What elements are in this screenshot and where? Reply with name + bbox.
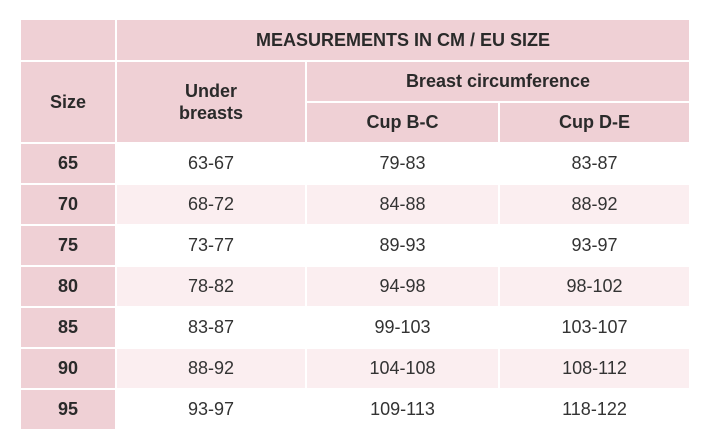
under-breasts-cell: 88-92: [117, 349, 305, 388]
table-row: 65 63-67 79-83 83-87: [21, 144, 689, 183]
cup-bc-cell: 99-103: [307, 308, 498, 347]
cup-de-cell: 103-107: [500, 308, 689, 347]
size-cell: 75: [21, 226, 115, 265]
cup-de-cell: 88-92: [500, 185, 689, 224]
breast-circumference-header: Breast circumference: [307, 62, 689, 101]
under-breasts-cell: 83-87: [117, 308, 305, 347]
cup-de-cell: 108-112: [500, 349, 689, 388]
corner-cell: [21, 20, 115, 60]
cup-bc-cell: 89-93: [307, 226, 498, 265]
cup-bc-cell: 104-108: [307, 349, 498, 388]
size-cell: 90: [21, 349, 115, 388]
cup-de-cell: 118-122: [500, 390, 689, 429]
cup-de-cell: 83-87: [500, 144, 689, 183]
size-chart: MEASUREMENTS IN CM / EU SIZE Size Under …: [19, 18, 691, 431]
under-breasts-cell: 93-97: [117, 390, 305, 429]
size-table: MEASUREMENTS IN CM / EU SIZE Size Under …: [19, 18, 691, 431]
cup-bc-cell: 109-113: [307, 390, 498, 429]
table-row: 80 78-82 94-98 98-102: [21, 267, 689, 306]
cup-bc-cell: 94-98: [307, 267, 498, 306]
size-cell: 95: [21, 390, 115, 429]
under-breasts-cell: 73-77: [117, 226, 305, 265]
under-breasts-column-header: Under breasts: [117, 62, 305, 142]
cup-de-cell: 93-97: [500, 226, 689, 265]
under-breasts-cell: 68-72: [117, 185, 305, 224]
table-row: 95 93-97 109-113 118-122: [21, 390, 689, 429]
under-breasts-label: Under breasts: [178, 81, 244, 123]
under-breasts-cell: 63-67: [117, 144, 305, 183]
cup-de-cell: 98-102: [500, 267, 689, 306]
table-row: 75 73-77 89-93 93-97: [21, 226, 689, 265]
cup-bc-cell: 79-83: [307, 144, 498, 183]
size-cell: 80: [21, 267, 115, 306]
under-breasts-cell: 78-82: [117, 267, 305, 306]
cup-de-column-header: Cup D-E: [500, 103, 689, 142]
cup-bc-cell: 84-88: [307, 185, 498, 224]
size-cell: 85: [21, 308, 115, 347]
table-row: 90 88-92 104-108 108-112: [21, 349, 689, 388]
table-row: 70 68-72 84-88 88-92: [21, 185, 689, 224]
size-cell: 65: [21, 144, 115, 183]
table-row: 85 83-87 99-103 103-107: [21, 308, 689, 347]
size-column-header: Size: [21, 62, 115, 142]
cup-bc-column-header: Cup B-C: [307, 103, 498, 142]
table-title: MEASUREMENTS IN CM / EU SIZE: [117, 20, 689, 60]
size-cell: 70: [21, 185, 115, 224]
